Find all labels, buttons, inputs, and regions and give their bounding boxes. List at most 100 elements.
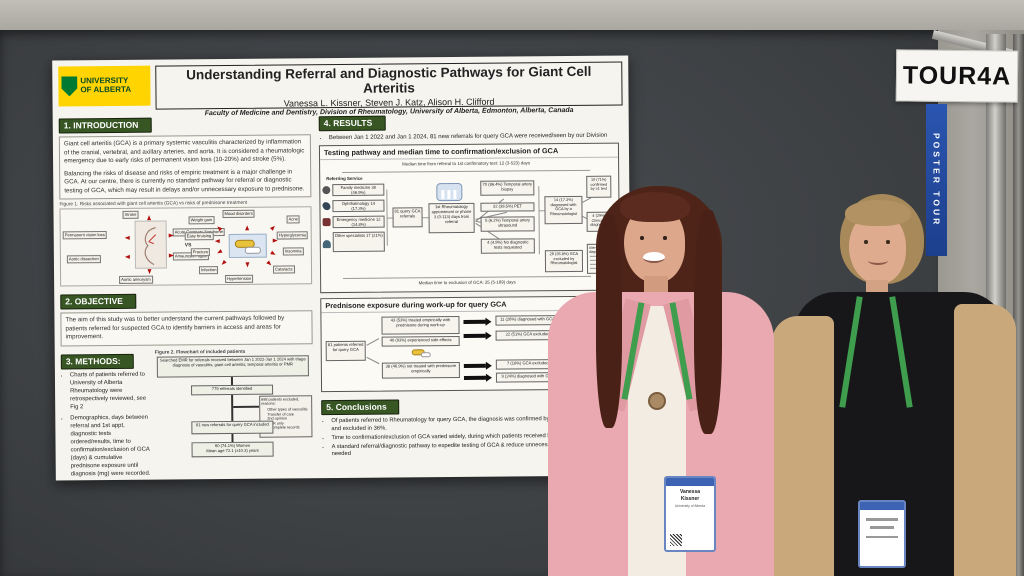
median-exclusion-note: Median time to exclusion of GCA: 25 (5-1…: [418, 279, 516, 286]
badge-header-stripe: [860, 502, 904, 510]
referrer-ophthalmology: Ophthalmology 14 (17.3%): [332, 199, 385, 213]
testing-pathway-flowchart: Median time from referral to 1st confirm…: [320, 158, 613, 293]
person-1-eye: [640, 236, 644, 240]
red-arrow: [266, 260, 273, 268]
prednisone-risk-label: Cataracts: [272, 265, 295, 274]
test-none-box: 4 (4.9%) No diagnostic tests requested: [480, 238, 535, 254]
testing-pathway-panel: Testing pathway and median time to confi…: [318, 142, 621, 294]
ualberta-shield-icon: [61, 76, 77, 96]
section-results-header: 4. RESULTS: [318, 115, 386, 132]
poster-tour-ribbon: POSTER TOUR: [926, 104, 947, 256]
stethoscope-icon: [322, 240, 331, 249]
person-1-hair-fringe: [620, 192, 690, 222]
untreated-box: 38 (46.9%) not treated with prednisone e…: [381, 362, 460, 379]
bracket-line: [342, 169, 591, 174]
flow-searched-emr: Searched EMR for referrals received betw…: [156, 355, 309, 378]
referrer-emergency: Emergency medicine 12 (14.8%): [332, 215, 385, 229]
methods-bullets: Charts of patients referred to Universit…: [61, 372, 152, 479]
person-1-eye: [663, 236, 667, 240]
ambulance-icon: [322, 218, 331, 227]
person-2-smile: [868, 256, 888, 265]
red-arrow: [272, 238, 278, 243]
red-arrow: [214, 239, 220, 244]
prednisone-risk-label: Fracture: [190, 248, 211, 256]
person-2-cardigan-left: [772, 316, 834, 576]
fat-arrow-head: [485, 373, 492, 382]
referrer-family-medicine: Family medicine 38 (46.9%): [332, 183, 385, 197]
red-arrow: [269, 224, 277, 232]
connector: [366, 356, 380, 365]
flow-demographics: 60 (74.1%) Women Mean age 72.1 (±10.3) y…: [191, 441, 274, 458]
building-column: [453, 190, 457, 200]
research-poster: UNIVERSITY OF ALBERTA Understanding Refer…: [52, 55, 632, 481]
prednisone-risk-label: Easy bruising: [184, 232, 214, 240]
prednisone-risk-label: Weight gain: [188, 216, 215, 224]
flow-included: 81 new referrals for query GCA included: [191, 420, 274, 435]
fat-arrow-head: [485, 317, 492, 326]
building-column: [447, 190, 451, 200]
section-objective-header: 2. OBJECTIVE: [60, 294, 136, 310]
gca-risk-label: Permanent vision loss: [62, 231, 107, 240]
logo-line2: OF ALBERTA: [80, 84, 132, 95]
badge-name-line1: Vanessa: [679, 489, 701, 495]
ribbon-label: POSTER TOUR: [931, 132, 942, 228]
query-gca-referrals-box: 81 query GCA referrals: [392, 207, 423, 228]
prednisone-risk-label: Insomnia: [282, 247, 304, 256]
person-1-pendant: [648, 392, 666, 410]
bracket-line: [538, 186, 540, 255]
prednisone-risk-label: Hyperglycemia: [276, 231, 308, 240]
connector: [230, 376, 234, 385]
connector: [231, 433, 234, 442]
intro-paragraph-1: Giant cell arteritis (GCA) is a primary …: [63, 138, 305, 165]
person-2-hair-fringe: [845, 200, 911, 226]
introduction-text: Giant cell arteritis (GCA) is a primary …: [58, 134, 312, 200]
blurred-text-line: [870, 526, 894, 529]
blurred-text-line: [866, 518, 898, 521]
fat-arrow: [463, 375, 486, 380]
tour-sign: TOUR4A: [895, 49, 1019, 103]
gca-risk-label: Aortic dissection: [66, 255, 101, 263]
person-2-eye: [864, 240, 868, 244]
red-arrow: [147, 215, 152, 221]
wall-top: [0, 0, 1024, 34]
red-arrow: [245, 225, 250, 231]
referrer-other: Other specialists 17 (21%): [332, 231, 385, 253]
red-arrow: [168, 253, 174, 258]
red-arrow: [220, 260, 227, 267]
person-1-hair-strand: [596, 214, 622, 428]
prednisone-risk-label: Infection: [198, 266, 219, 274]
title-block: Understanding Referral and Diagnostic Pa…: [155, 61, 623, 117]
blurred-text-line: [866, 536, 898, 538]
rheum-appointment-box: 1st Rheumatology appointment or phone 3 …: [428, 202, 475, 234]
connector: [582, 197, 592, 203]
treated-box: 43 (53%) treated empirically with predni…: [381, 316, 460, 335]
intro-paragraph-2: Balancing the risks of disease and risks…: [64, 168, 305, 195]
red-arrow: [124, 236, 130, 241]
pill-tablet: [244, 246, 261, 255]
person-2-eye: [886, 240, 890, 244]
pills-diagram: [228, 233, 267, 259]
head-diagram: [134, 220, 168, 270]
side-effects-box: 40 (93%) experienced side effects: [381, 336, 460, 347]
test-pet-box: 32 (39.5%) PET: [480, 202, 535, 212]
methods-bullet-2: Demographics, days between referral and …: [70, 414, 152, 478]
section-conclusions-header: 5. Conclusions: [321, 399, 400, 416]
poster-title: Understanding Referral and Diagnostic Pa…: [186, 63, 592, 96]
section-introduction-header: 1. INTRODUCTION: [58, 117, 152, 134]
figure2-flowchart: Searched EMR for referrals received betw…: [155, 355, 314, 468]
median-confirmation-note: Median time from referral to 1st confirm…: [402, 160, 531, 167]
red-arrow: [147, 269, 152, 275]
red-arrow: [168, 233, 174, 238]
red-arrow: [124, 255, 130, 260]
objective-text: The aim of this study was to better unde…: [60, 310, 313, 347]
fat-arrow: [463, 319, 486, 324]
prednisone-risk-label: Acne: [286, 215, 300, 224]
fat-arrow: [463, 363, 486, 368]
connector: [366, 338, 380, 346]
badge-qr-code: [670, 534, 682, 546]
methods-bullet-1: Charts of patients referred to Universit…: [70, 372, 151, 413]
person-2-cardigan-right: [954, 304, 1016, 576]
person-1-hair-strand: [694, 210, 722, 434]
results-bullet: Between Jan 1 2022 and Jan 1 2024, 81 ne…: [329, 132, 619, 143]
